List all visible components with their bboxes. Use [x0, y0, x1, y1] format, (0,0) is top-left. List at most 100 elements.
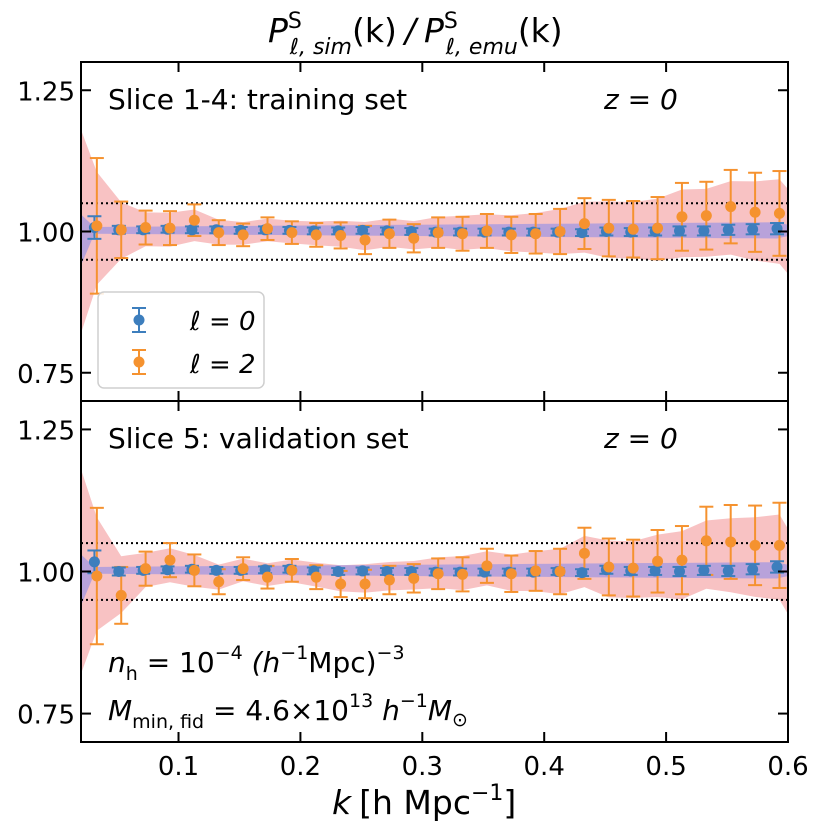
y-tick-label: 1.25 [17, 77, 75, 107]
l0-point [771, 223, 783, 235]
x-tick-label: 0.4 [524, 752, 565, 782]
number-density-annotation: nh = 10−4 (h−1Mpc)−3 [108, 642, 405, 685]
l2-point [725, 201, 737, 213]
y-tick-label: 0.75 [17, 360, 75, 390]
l2-point [676, 554, 688, 566]
l2-point [457, 228, 469, 240]
l0-point [771, 561, 783, 573]
panel-top-markers [87, 157, 787, 295]
l0-point [357, 565, 369, 577]
l2-point [578, 218, 590, 230]
l0-point [576, 567, 588, 579]
l2-point [262, 571, 274, 583]
l0-point [332, 566, 344, 577]
l2-point [627, 562, 639, 574]
l0-point [576, 227, 588, 239]
panel-bottom-markers [87, 501, 787, 646]
l2-point [457, 568, 469, 580]
panel-top-title: Slice 1-4: training set [108, 83, 407, 116]
l2-point [188, 214, 200, 226]
l2-point [213, 227, 225, 239]
l0-point [381, 566, 393, 577]
l2-point [505, 568, 517, 580]
l2-point [554, 566, 566, 577]
l0-point [747, 563, 759, 575]
legend-point [133, 314, 145, 326]
figure-title: PS ℓ, sim(k) / PS ℓ, emu(k) [268, 9, 563, 60]
legend-marker-l2 [132, 349, 146, 375]
l0-point [698, 225, 710, 237]
l2-point [578, 547, 590, 559]
y-tick-label: 1.25 [17, 416, 75, 446]
l2-point [140, 563, 152, 575]
l2-point [408, 232, 420, 244]
legend-marker-l0 [132, 307, 146, 333]
l2-point [115, 224, 127, 236]
l0-point [674, 225, 686, 237]
l2-point [310, 571, 322, 583]
l0-point [88, 556, 100, 568]
l2-point [505, 229, 517, 241]
legend-point [133, 356, 145, 368]
l2-point [188, 564, 200, 576]
legend-label-l2: ℓ = 2 [189, 350, 256, 380]
l0-point [210, 564, 222, 576]
l0-point [698, 564, 710, 576]
l2-point [286, 564, 298, 576]
legend: ℓ = 0 ℓ = 2 [97, 291, 265, 389]
l2-point [652, 555, 664, 567]
l2-point [773, 207, 785, 219]
l2-point [627, 223, 639, 235]
l2-point [603, 222, 615, 234]
x-tick-label: 0.1 [158, 752, 199, 782]
l0-point [747, 223, 759, 235]
y-tick-label: 1.00 [17, 219, 75, 249]
l0-point [162, 564, 174, 576]
l2-point [140, 222, 152, 234]
l2-point [91, 220, 103, 232]
l2-point [262, 223, 274, 235]
l2-point [652, 222, 664, 234]
l2-point [213, 576, 225, 588]
l2-point [700, 210, 712, 222]
x-axis-label: k [h Mpc−1] [332, 781, 516, 822]
legend-label-l0: ℓ = 0 [189, 307, 256, 337]
l2-point [554, 226, 566, 237]
l2-point [773, 539, 785, 551]
l2-point [359, 234, 371, 246]
l2-point [603, 561, 615, 573]
l2-point [725, 536, 737, 548]
l2-point [237, 229, 249, 241]
panel-bottom-redshift: z = 0 [603, 422, 678, 455]
l0-point [357, 224, 369, 236]
y-tick-label: 0.75 [17, 701, 75, 731]
l2-point [359, 578, 371, 590]
l2-point [749, 206, 761, 218]
l2-point [749, 539, 761, 551]
l2-point [481, 225, 493, 237]
l2-point [91, 570, 103, 582]
l0-point [113, 566, 125, 577]
l0-point [649, 565, 661, 577]
l2-point [432, 568, 444, 580]
l2-point [310, 229, 322, 241]
l0-point [722, 565, 734, 577]
l0-point [186, 224, 198, 236]
l0-point [722, 224, 734, 236]
l2-point [335, 578, 347, 590]
l2-point [164, 554, 176, 566]
l2-point [335, 229, 347, 241]
l2-point [237, 563, 249, 575]
l2-point [408, 572, 420, 584]
l2-point [383, 574, 395, 586]
l2-point [676, 211, 688, 223]
x-tick-label: 0.6 [767, 752, 808, 782]
panel-bottom: 0.1 0.2 0.3 0.4 0.5 0.6 0.75 1.00 1.25 Slice 5: … [17, 400, 809, 782]
l2-point [700, 535, 712, 547]
l2-point [383, 228, 395, 240]
panel-top: 0.75 1.00 1.25 Slice 1-4: training set z =… [17, 61, 789, 402]
l2-point [481, 560, 493, 572]
l2-point [530, 228, 542, 240]
l2-point [286, 227, 298, 239]
